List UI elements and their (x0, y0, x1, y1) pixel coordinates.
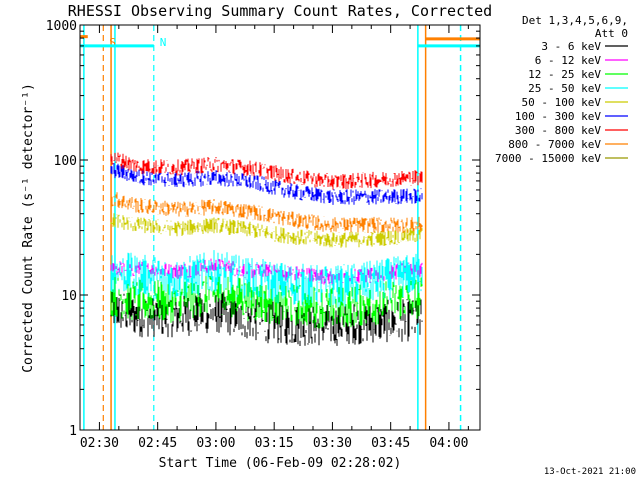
legend-label-12-25-kev: 12 - 25 keV (528, 68, 601, 81)
series-line-50-100-kev (110, 213, 423, 248)
series-line-100-300-kev (110, 163, 423, 205)
legend-header-line-1: Det 1,3,4,5,6,9, (522, 14, 628, 27)
legend-label-100-300-kev: 100 - 300 keV (515, 110, 601, 123)
x-tick-label-0330: 03:30 (313, 436, 352, 451)
legend-label-800-7000-kev: 800 - 7000 keV (508, 138, 601, 151)
x-axis-label: Start Time (06-Feb-09 02:28:02) (159, 456, 402, 471)
marker-label-n: N (160, 36, 167, 49)
legend-label-50-100-kev: 50 - 100 keV (522, 96, 602, 109)
legend-header-line-2: Att 0 (595, 27, 628, 40)
legend-label-3-6-kev: 3 - 6 keV (541, 40, 601, 53)
y-tick-label-100: 100 (54, 154, 77, 169)
plot-frame (79, 24, 481, 431)
x-tick-label-0230: 02:30 (80, 436, 119, 451)
x-tick-label-0300: 03:00 (196, 436, 235, 451)
series-line-25-50-kev (110, 250, 423, 308)
marker-label-s: S (109, 36, 116, 49)
y-axis-label: Corrected Count Rate (s⁻¹ detector⁻¹) (21, 83, 36, 373)
x-tick-label-0400: 04:00 (429, 436, 468, 451)
x-axis: 02:30 02:45 03:00 03:15 03:30 03:45 04:00 (79, 25, 469, 451)
footer-date: 13-Oct-2021 21:00 (544, 467, 636, 477)
x-tick-label-0245: 02:45 (138, 436, 177, 451)
legend-label-7000-15000-kev: 7000 - 15000 keV (495, 152, 601, 165)
legend-label-25-50-kev: 25 - 50 keV (528, 82, 601, 95)
x-tick-label-0315: 03:15 (255, 436, 294, 451)
legend-label-6-12-kev: 6 - 12 keV (535, 54, 602, 67)
legend-label-300-800-kev: 300 - 800 keV (515, 124, 601, 137)
y-axis: 1 10 100 1000 (46, 19, 480, 439)
chart-title: RHESSI Observing Summary Count Rates, Co… (68, 2, 492, 20)
series-line-800-7000-kev (110, 192, 423, 233)
y-tick-label-10: 10 (61, 289, 77, 304)
y-tick-label-1: 1 (69, 424, 77, 439)
x-tick-label-0345: 03:45 (371, 436, 410, 451)
y-tick-label-1000: 1000 (46, 19, 77, 34)
series-line-300-800-kev (110, 152, 423, 190)
